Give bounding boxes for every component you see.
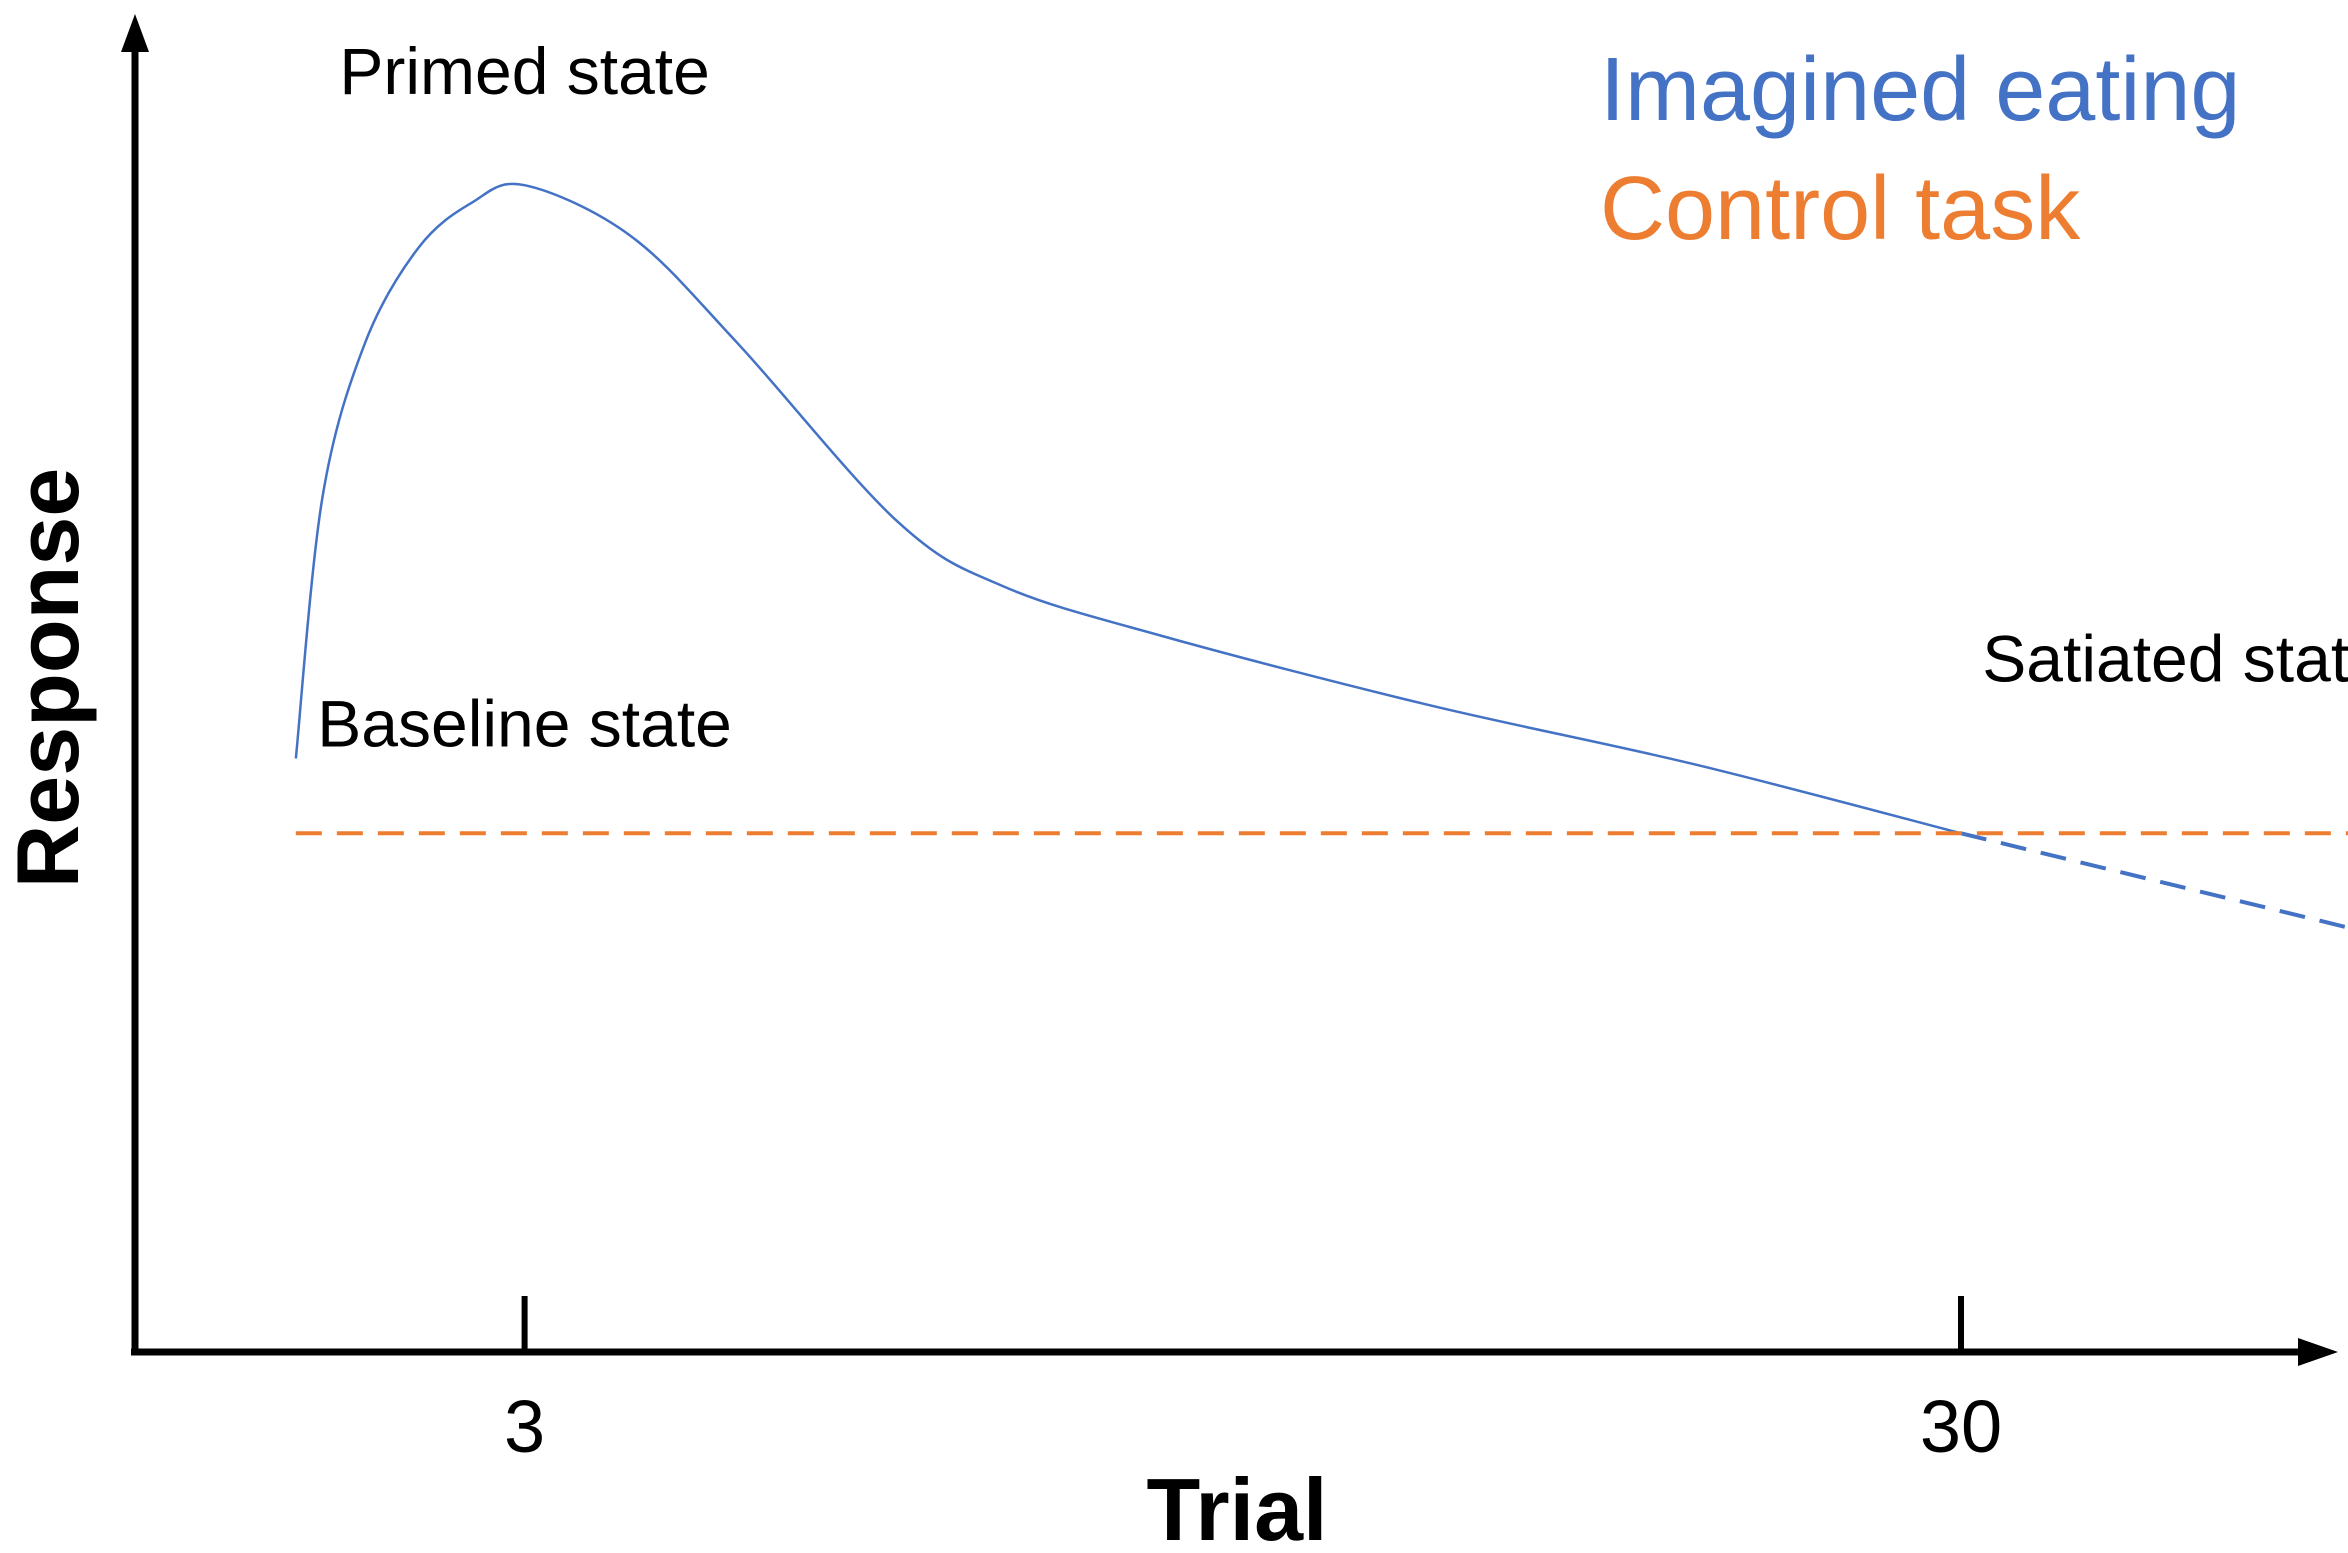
y-axis-title: Response: [0, 468, 97, 889]
legend-item-imagined-eating: Imagined eating: [1600, 40, 2240, 140]
x-ticks: 3 30: [504, 1296, 2002, 1468]
annotation-baseline-state: Baseline state: [317, 687, 732, 761]
y-axis-arrow: [121, 14, 149, 52]
annotation-primed-state: Primed state: [339, 34, 709, 108]
annotations: Primed state Baseline state Satiated state: [317, 34, 2348, 761]
legend-item-control-task: Control task: [1600, 159, 2081, 259]
x-axis-arrow: [2298, 1338, 2338, 1366]
axes: [121, 14, 2338, 1366]
imagined-eating-line-solid-0: [294, 182, 1962, 835]
imagined-eating-line-dashed-1: [1960, 831, 2348, 930]
legend: Imagined eating Control task: [1600, 40, 2240, 259]
series-layer: [294, 182, 2348, 930]
x-axis-title: Trial: [1147, 1460, 1328, 1553]
annotation-satiated-state: Satiated state: [1982, 621, 2348, 695]
x-tick-label-30: 30: [1920, 1385, 2002, 1468]
x-tick-label-3: 3: [504, 1385, 545, 1468]
